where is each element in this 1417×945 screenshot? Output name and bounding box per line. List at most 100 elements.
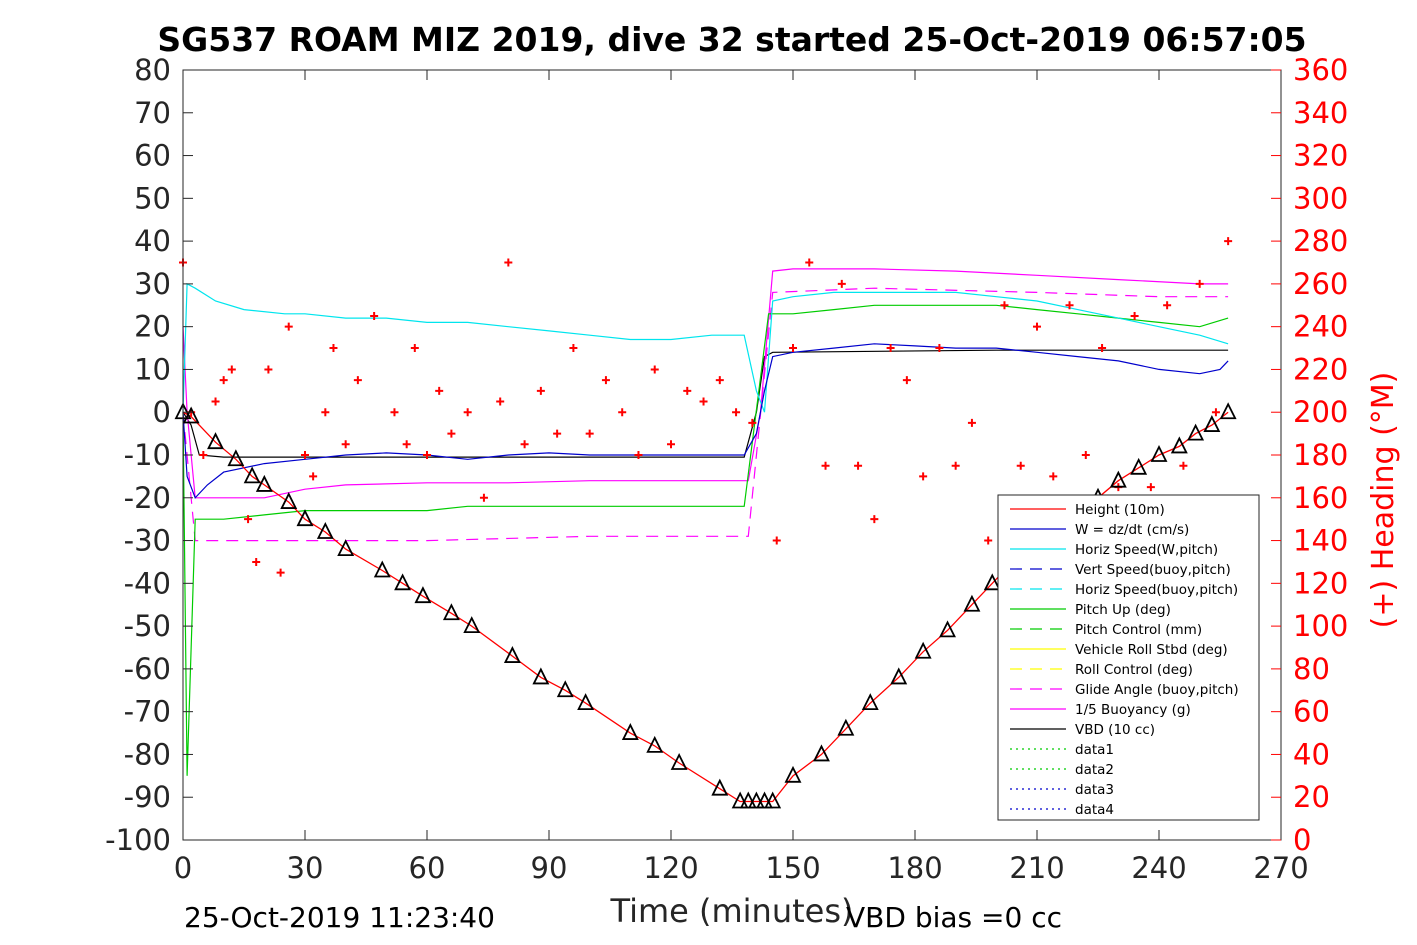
heading-marker (370, 311, 379, 320)
heading-marker (341, 440, 350, 449)
heading-marker (252, 557, 261, 566)
depth-marker (255, 474, 273, 492)
depth-marker (442, 603, 460, 621)
heading-marker (423, 451, 431, 459)
heading-marker (496, 397, 505, 406)
heading-marker (1146, 483, 1155, 492)
y-tick-label-right: 320 (1293, 139, 1348, 173)
depth-marker (373, 560, 391, 578)
heading-marker (1163, 301, 1172, 310)
legend-label: Horiz Speed(buoy,pitch) (1075, 582, 1238, 598)
heading-marker (634, 451, 643, 459)
heading-marker (479, 493, 488, 502)
y-tick-label-left: -60 (124, 652, 171, 686)
series-glide-angle-buoy-pitch (182, 287, 1229, 542)
x-tick-label: 60 (409, 851, 446, 885)
depth-marker (747, 791, 765, 809)
heading-marker (585, 429, 594, 438)
heading-marker (211, 397, 220, 406)
heading-marker (1049, 472, 1058, 481)
y-tick-label-right: 180 (1293, 438, 1348, 472)
footer-timestamp: 25-Oct-2019 11:23:40 (184, 901, 495, 934)
heading-marker (402, 440, 411, 449)
heading-marker (951, 461, 960, 470)
legend: Height (10m) W = dz/dt (cm/s) Horiz Speed(… (997, 494, 1260, 821)
heading-marker (199, 451, 208, 459)
chart-title: SG537 ROAM MIZ 2019, dive 32 started 25-… (157, 20, 1306, 59)
legend-label: 1/5 Buoyancy (g) (1075, 702, 1191, 718)
depth-marker (784, 765, 802, 783)
depth-marker (861, 693, 879, 711)
heading-marker (410, 344, 419, 353)
y-tick-label-right: 40 (1293, 737, 1330, 771)
heading-marker (520, 440, 529, 449)
legend-label: Horiz Speed(W,pitch) (1075, 542, 1218, 558)
heading-marker (821, 461, 830, 470)
heading-marker (504, 258, 513, 267)
legend-label: Height (10m) (1075, 502, 1165, 518)
heading-marker (264, 365, 273, 374)
heading-marker (837, 279, 846, 288)
heading-marker (732, 408, 741, 417)
heading-marker (1016, 461, 1025, 470)
depth-marker (1150, 444, 1168, 462)
y-tick-label-right: 140 (1293, 524, 1348, 558)
depth-marker (337, 539, 355, 557)
heading-marker (984, 536, 993, 545)
depth-marker (414, 586, 432, 604)
heading-marker (667, 440, 675, 449)
legend-label: Pitch Up (deg) (1075, 602, 1171, 618)
heading-marker (902, 376, 911, 385)
heading-marker (715, 376, 724, 385)
y-tick-label-left: -40 (124, 566, 171, 600)
y-tick-label-left: -10 (124, 438, 171, 472)
y-tick-label-right: 80 (1293, 652, 1330, 686)
y-tick-label-left: -70 (124, 695, 171, 729)
x-tick-label: 210 (1009, 851, 1064, 885)
depth-marker (243, 466, 261, 484)
y-tick-label-left: 60 (134, 139, 171, 173)
depth-marker (1187, 423, 1205, 441)
axis-ticks (182, 69, 1282, 841)
y-tick-label-left: 70 (134, 96, 171, 130)
depth-marker (739, 791, 757, 809)
y-tick-label-left: 0 (153, 395, 171, 429)
depth-marker (182, 406, 200, 424)
x-tick-label: 0 (174, 851, 192, 885)
heading-marker (935, 344, 944, 353)
heading-marker (967, 418, 976, 427)
depth-marker (764, 791, 782, 809)
depth-marker (280, 492, 298, 509)
depth-marker (1219, 402, 1237, 420)
y-tick-label-left: 40 (134, 224, 171, 258)
depth-marker (983, 573, 1001, 591)
y-tick-label-right: 120 (1293, 566, 1348, 600)
depth-marker (556, 680, 574, 698)
depth-marker (1130, 457, 1148, 475)
heading-marker (1211, 408, 1220, 417)
legend-items: Height (10m) W = dz/dt (cm/s) Horiz Speed(… (1010, 502, 1239, 818)
heading-marker (353, 376, 362, 385)
depth-marker (1109, 470, 1127, 488)
y-tick-label-left: 10 (134, 352, 171, 386)
y-tick-label-left: -100 (105, 823, 171, 857)
heading-marker (683, 386, 692, 395)
heading-marker (301, 451, 309, 459)
heading-marker (1179, 461, 1188, 470)
series-horiz-speed-w-pitch (182, 282, 1229, 413)
y-tick-label-right: 240 (1293, 310, 1348, 344)
depth-marker (837, 718, 855, 736)
depth-marker (670, 752, 688, 770)
heading-marker (618, 408, 627, 417)
y-tick-label-left: 20 (134, 310, 171, 344)
x-tick-label: 270 (1253, 851, 1308, 885)
y-tick-label-left: 30 (134, 267, 171, 301)
depth-marker (463, 616, 481, 634)
depth-marker (939, 620, 956, 638)
heading-marker (1000, 301, 1009, 310)
depth-marker (813, 744, 830, 762)
y-tick-label-left: -50 (124, 609, 171, 643)
heading-marker (699, 397, 708, 406)
legend-label: Roll Control (deg) (1075, 662, 1193, 678)
